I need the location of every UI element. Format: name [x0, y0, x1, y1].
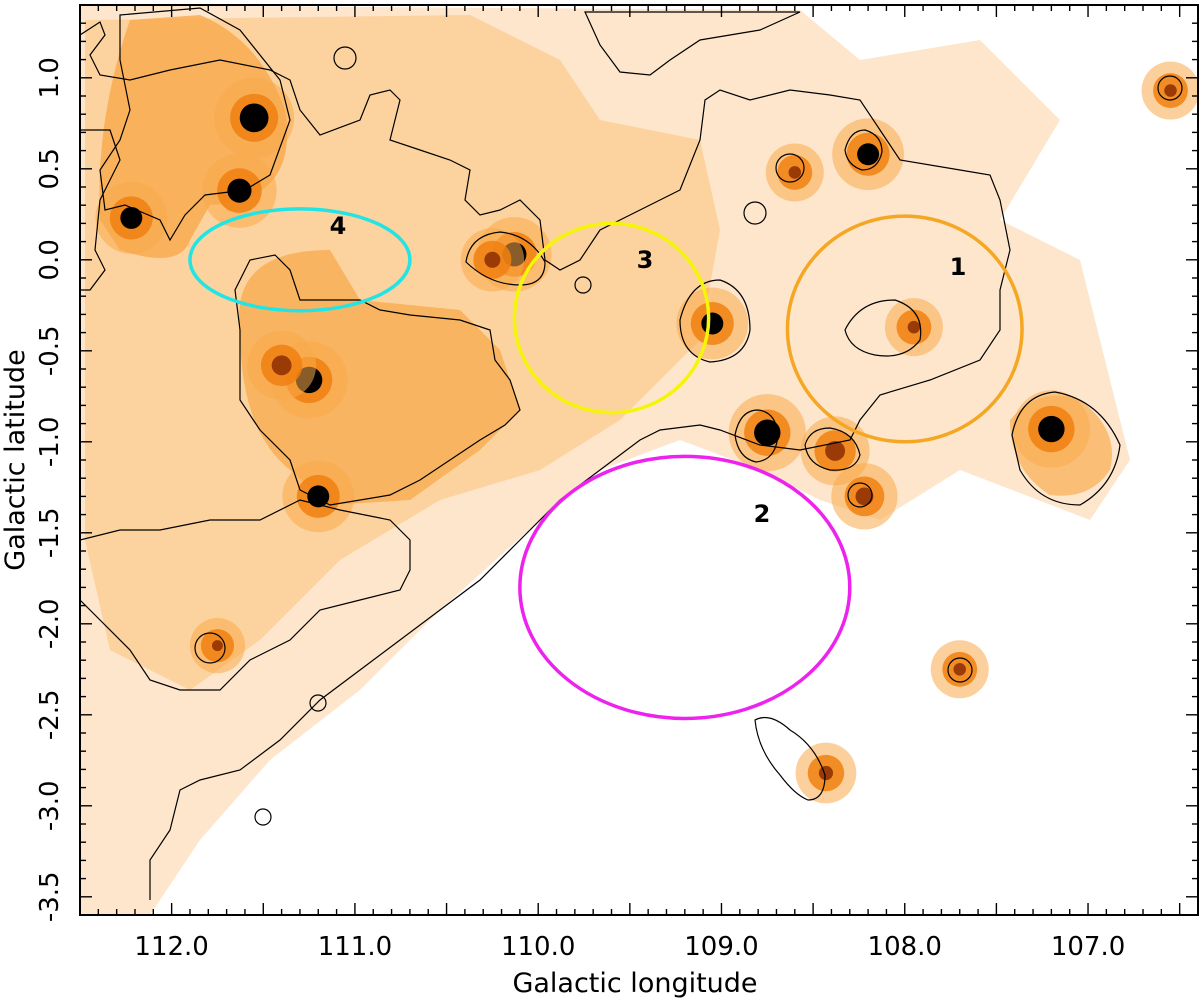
- contour-lower-left: [80, 499, 411, 691]
- emission-source-1: [214, 77, 295, 158]
- region-1-ellipse: [785, 214, 1024, 444]
- x-axis-title: Galactic longitude: [512, 968, 757, 999]
- x-tick-label: 108.0: [868, 932, 942, 962]
- y-axis-title: Galactic latitude: [0, 349, 31, 570]
- contour-central-cloud: [234, 254, 521, 506]
- contour-knot-5: [804, 427, 861, 471]
- x-tick-label: 107.0: [1051, 932, 1125, 962]
- y-tick-label: -1.0: [35, 416, 65, 467]
- emission-source-5: [247, 330, 317, 400]
- emission-source-12: [831, 463, 898, 530]
- contour-lines: [80, 7, 1183, 900]
- y-tick-label: 0.0: [35, 239, 65, 280]
- region-3-label: 3: [637, 246, 654, 274]
- contour-top-right: [584, 11, 801, 76]
- diffuse-emission-central: [239, 250, 520, 505]
- contour-knot-12: [333, 46, 357, 70]
- region-1-label: 1: [950, 253, 967, 281]
- contour-knot-10: [1157, 75, 1183, 101]
- y-tick-label: -2.0: [35, 598, 65, 649]
- emission-source-15: [1012, 390, 1091, 468]
- x-tick-label: 112.0: [134, 932, 208, 962]
- emission-map: [80, 5, 1198, 915]
- region-4-ellipse: [188, 207, 412, 313]
- contour-outer: [80, 21, 1011, 900]
- emission-source-18: [795, 742, 857, 804]
- emission-source-16: [884, 298, 943, 357]
- x-tick-label: 110.0: [501, 932, 575, 962]
- contour-knot-1: [465, 231, 546, 286]
- contour-knot-3: [1011, 391, 1121, 506]
- y-axis: 1.0 0.5 0.0 -0.5 -1.0 -1.5 -2.0 -2.5 -3.0 -3.5: [35, 4, 1198, 922]
- region-2-ellipse: [518, 454, 852, 721]
- contour-knot-18: [254, 808, 272, 826]
- contour-knot-17: [309, 694, 327, 712]
- contour-knot-7: [844, 299, 922, 357]
- contour-knot-6: [844, 129, 883, 171]
- emission-source-20: [1141, 61, 1198, 120]
- region-markers: 1 2 3 4: [188, 207, 1024, 721]
- x-axis: 112.0 111.0 110.0 109.0 108.0 107.0: [79, 5, 1199, 962]
- emission-source-9: [676, 287, 749, 360]
- emission-source-8: [460, 228, 525, 292]
- emission-source-17: [189, 618, 246, 674]
- y-tick-label: 0.5: [35, 148, 65, 189]
- y-tick-label: -3.0: [35, 780, 65, 831]
- contour-knot-16: [574, 276, 592, 294]
- contour-knot-9: [947, 657, 973, 683]
- contour-knot-11: [194, 632, 226, 664]
- region-4-label: 4: [330, 212, 347, 240]
- x-tick-label: 109.0: [684, 932, 758, 962]
- contour-knot-14: [743, 201, 767, 225]
- contour-knot-8: [754, 717, 826, 801]
- emission-source-19: [930, 640, 989, 699]
- contour-knot-4: [734, 409, 779, 463]
- emission-source-10: [728, 394, 806, 472]
- contour-left-cloud: [99, 7, 291, 242]
- contour-knot-15: [847, 482, 873, 508]
- region-3-ellipse: [512, 221, 711, 415]
- y-tick-label: -1.5: [35, 507, 65, 558]
- region-2-label: 2: [754, 500, 771, 528]
- y-tick-label: -2.5: [35, 689, 65, 740]
- emission-source-14: [765, 143, 824, 202]
- emission-source-3: [95, 182, 168, 254]
- y-tick-label: -3.5: [35, 871, 65, 922]
- contour-knot-13: [775, 153, 805, 183]
- emission-source-13: [832, 118, 904, 191]
- x-tick-label: 111.0: [318, 932, 392, 962]
- y-tick-label: -0.5: [35, 325, 65, 376]
- y-tick-label: 1.0: [35, 57, 65, 98]
